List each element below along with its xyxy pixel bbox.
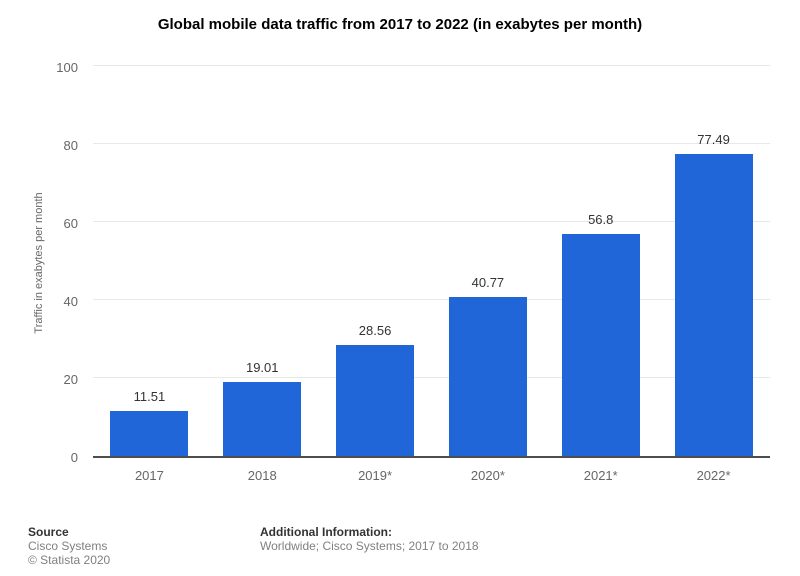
gridline [93, 143, 770, 144]
source-label: Source [28, 525, 69, 539]
bar-series: 11.51 19.01 28.56 40.77 56.8 77.49 [93, 68, 770, 456]
footer-line: Worldwide; Cisco Systems; 2017 to 2018 [260, 539, 479, 553]
bar-value-label: 56.8 [588, 212, 614, 228]
gridline [93, 65, 770, 66]
bar-slot: 56.8 [544, 68, 657, 456]
bar-slot: 19.01 [206, 68, 319, 456]
x-tick-label: 2021* [583, 468, 618, 483]
bar-value-label: 40.77 [471, 275, 505, 290]
x-tick-label: 2020* [470, 468, 505, 483]
y-tick-label: 100 [56, 60, 78, 75]
x-tick-label: 2022* [696, 468, 731, 483]
x-tick-label: 2018 [247, 468, 277, 483]
bar-value-label: 19.01 [245, 359, 279, 375]
bar-slot: 28.56 [319, 68, 432, 456]
bar: 11.51 [110, 389, 189, 456]
source-lines: Cisco Systems © Statista 2020 [28, 539, 110, 567]
y-tick-label: 60 [63, 216, 78, 231]
y-tick-label: 80 [63, 138, 78, 153]
bar: 77.49 [674, 132, 753, 456]
gridline [93, 377, 770, 378]
x-tick-label: 2019* [358, 468, 393, 483]
y-axis-title: Traffic in exabytes per month [33, 192, 45, 334]
bar: 56.8 [561, 212, 640, 456]
bar-slot: 11.51 [93, 68, 206, 456]
chart-title: Global mobile data traffic from 2017 to … [157, 16, 643, 33]
bar-slot: 77.49 [657, 68, 770, 456]
additional-info-lines: Worldwide; Cisco Systems; 2017 to 2018 [260, 539, 479, 553]
bar-slot: 40.77 [431, 68, 544, 456]
additional-info-label: Additional Information: [260, 525, 392, 539]
x-tick-label: 2017 [134, 468, 164, 483]
bar: 40.77 [448, 275, 527, 456]
x-axis-tick-labels: 2017 2018 2019* 2020* 2021* 2022* [93, 468, 770, 483]
y-tick-label: 20 [63, 372, 78, 387]
bar: 28.56 [336, 323, 415, 456]
footer-line: © Statista 2020 [28, 553, 111, 567]
source-block: Source Cisco Systems © Statista 2020 [28, 525, 110, 567]
gridline [93, 299, 770, 300]
plot-area: 11.51 19.01 28.56 40.77 56.8 77.49 [93, 65, 770, 458]
bar-value-label: 11.51 [133, 389, 166, 405]
footer-line: Cisco Systems [28, 539, 108, 553]
bar-value-label: 28.56 [358, 322, 392, 338]
bar-value-label: 77.49 [697, 131, 730, 147]
gridline [93, 221, 770, 222]
y-tick-label: 40 [63, 294, 78, 309]
bar: 19.01 [223, 360, 302, 456]
y-tick-label: 0 [70, 450, 78, 465]
additional-info-block: Additional Information: Worldwide; Cisco… [260, 525, 479, 553]
